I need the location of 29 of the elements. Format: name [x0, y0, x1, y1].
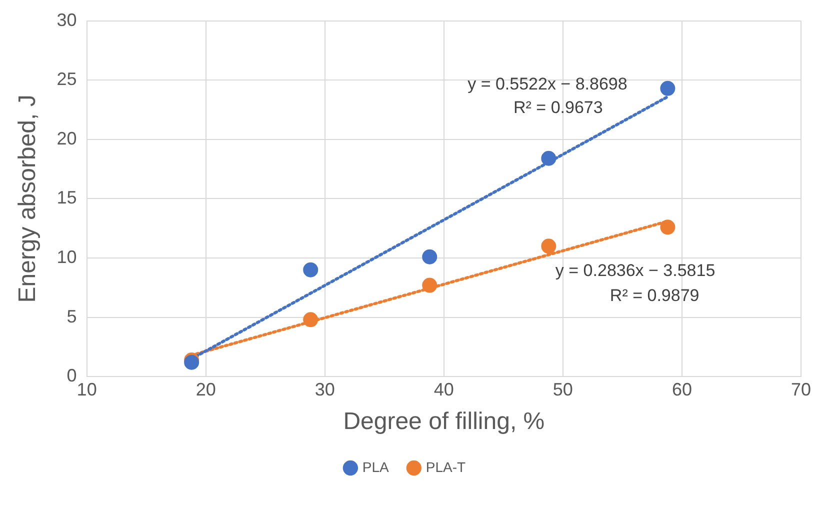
annotation: R² = 0.9673: [514, 98, 603, 118]
y-axis-title: Energy absorbed, J: [14, 94, 42, 303]
x-tick-label: 50: [552, 379, 573, 400]
annotation: y = 0.5522x − 8.8698: [468, 74, 628, 94]
x-tick-label: 20: [196, 379, 216, 400]
y-tick-label: 25: [56, 69, 77, 90]
legend-label: PLA: [362, 458, 390, 475]
point: [303, 262, 318, 278]
x-tick-label: 30: [314, 379, 335, 400]
x-axis-title: Degree of filling, %: [343, 408, 545, 436]
y-tick-label: 30: [56, 10, 77, 30]
point: [422, 249, 438, 264]
point: [660, 80, 676, 96]
annotation: R² = 0.9879: [610, 286, 700, 305]
point: [422, 278, 438, 293]
x-tick-label: 40: [434, 379, 454, 400]
x-tick-label: 60: [672, 379, 692, 400]
point: [660, 220, 676, 235]
y-tick-label: 0: [66, 366, 77, 386]
y-tick-label: 5: [66, 306, 77, 326]
y-tick-label: 10: [56, 246, 77, 267]
point: [541, 150, 556, 166]
x-tick-label: 70: [790, 379, 812, 400]
y-tick-label: 15: [56, 188, 77, 208]
point: [541, 238, 556, 254]
y-tick-label: 20: [56, 128, 77, 148]
annotation: y = 0.2836x − 3.5815: [555, 260, 716, 280]
point: [303, 312, 318, 328]
legend-label: PLA-T: [426, 458, 466, 475]
